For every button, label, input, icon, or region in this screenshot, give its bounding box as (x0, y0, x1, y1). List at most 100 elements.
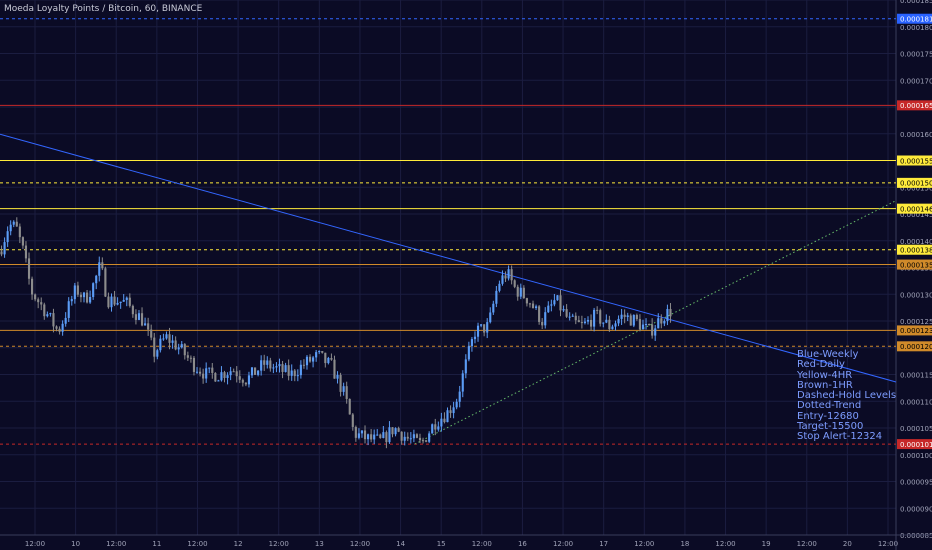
candle-body (110, 296, 113, 308)
x-tick-label: 14 (396, 540, 405, 548)
y-tick-label: 0.00017000 (900, 77, 932, 85)
candle-body (617, 318, 620, 324)
x-tick-label: 18 (680, 540, 689, 548)
candle-body (663, 321, 666, 324)
candle-body (648, 323, 651, 325)
candle-body (92, 283, 95, 297)
candle-body (620, 314, 623, 319)
candle-body (565, 309, 568, 317)
candle-body (556, 295, 559, 301)
candle-body (623, 314, 626, 317)
legend-entry: Entry-12680 (797, 410, 859, 422)
candle-body (40, 302, 43, 305)
candle-body (217, 380, 220, 382)
candle-body (571, 315, 574, 317)
trendline (414, 200, 897, 445)
candle-body (165, 334, 168, 339)
candle-body (669, 308, 672, 317)
candle-body (195, 371, 199, 373)
candle-body (168, 334, 171, 343)
candle-body (577, 320, 580, 323)
candle-body (266, 360, 269, 365)
candle-body (122, 299, 125, 302)
candle-body (137, 313, 141, 320)
candle-body (626, 315, 629, 317)
y-tick-label: 0.00018500 (900, 0, 932, 5)
candle-body (125, 297, 128, 300)
candle-body (302, 364, 305, 366)
legend-entry: Dashed-Hold Levels (797, 390, 897, 402)
x-tick-label: 16 (518, 540, 527, 548)
candle-body (370, 434, 373, 440)
candle-body (367, 434, 370, 440)
candle-body (27, 258, 31, 279)
candle-body (510, 269, 513, 281)
level-price-label: 0.00010199 (900, 441, 932, 449)
candle-body (293, 370, 296, 377)
y-tick-label: 0.00015000 (900, 184, 932, 192)
candle-body (232, 371, 235, 373)
candle-body (394, 428, 397, 435)
candle-body (629, 315, 632, 326)
candle-body (214, 372, 217, 382)
candle-body (596, 309, 599, 311)
candle-body (58, 328, 61, 332)
candle-body (363, 430, 367, 440)
x-tick-label: 15 (437, 540, 446, 548)
y-tick-label: 0.00018000 (900, 24, 932, 32)
candle-body (651, 324, 654, 336)
candle-body (290, 370, 293, 376)
candle-body (269, 360, 272, 369)
candle-body (614, 323, 617, 327)
candle-body (666, 308, 669, 322)
candle-body (46, 314, 49, 317)
candle-body (458, 391, 461, 402)
candle-body (52, 313, 55, 327)
candle-body (345, 386, 348, 399)
candle-body (635, 314, 638, 320)
candle-body (24, 245, 28, 259)
candle-body (440, 418, 443, 427)
candle-body (388, 427, 391, 443)
candle-body (425, 440, 428, 442)
candle-body (208, 367, 211, 369)
candle-body (415, 434, 419, 438)
candle-body (473, 336, 477, 340)
y-tick-label: 0.00017500 (900, 51, 932, 59)
candle-body (467, 346, 470, 360)
candle-body (211, 367, 214, 373)
legend-entry: Dotted-Trend (797, 400, 862, 412)
chart-title: Moeda Loyalty Points / Bitcoin, 60, BINA… (4, 4, 203, 14)
candle-body (495, 290, 498, 304)
candle-body (192, 357, 196, 372)
candle-body (6, 231, 9, 243)
candle-body (550, 304, 553, 306)
candle-body (547, 305, 550, 313)
legend-entry: Blue-Weekly (797, 349, 859, 360)
candle-body (351, 414, 354, 427)
candle-body (287, 365, 290, 376)
y-tick-label: 0.00009000 (900, 505, 932, 513)
candle-body (89, 296, 92, 303)
candle-body (489, 312, 492, 323)
level-price-badge (897, 439, 932, 450)
candle-body (641, 324, 645, 330)
candle-body (498, 283, 501, 291)
candle-body (583, 321, 587, 324)
candle-body (299, 364, 302, 376)
candle-body (0, 251, 3, 255)
candle-body (327, 358, 330, 364)
candle-body (528, 303, 532, 305)
x-tick-label: 20 (843, 540, 852, 548)
candle-body (531, 303, 535, 309)
candle-body (354, 426, 357, 438)
candle-body (379, 434, 382, 438)
candle-body (544, 312, 547, 326)
candle-body (70, 299, 73, 302)
candle-body (250, 367, 254, 376)
y-tick-label: 0.00016000 (900, 131, 932, 139)
level-price-badge (897, 177, 932, 188)
candle-body (275, 366, 278, 368)
candle-body (3, 242, 6, 255)
